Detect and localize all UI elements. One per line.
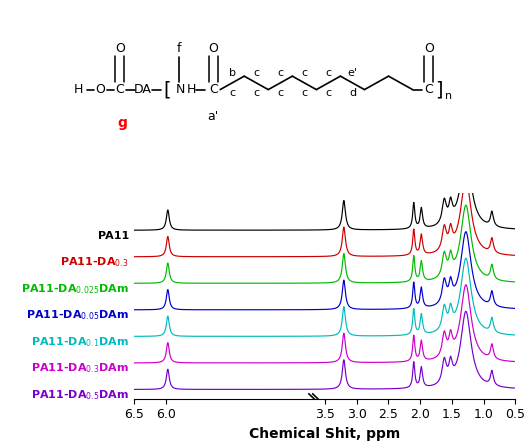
Text: c: c xyxy=(253,88,259,98)
Text: C: C xyxy=(424,83,433,96)
Text: e': e' xyxy=(348,68,358,78)
Text: c: c xyxy=(326,88,331,98)
Text: H: H xyxy=(73,83,83,96)
Text: PA11-DA$_{0.025}$DAm: PA11-DA$_{0.025}$DAm xyxy=(21,282,129,296)
Text: a': a' xyxy=(208,110,219,123)
Text: N: N xyxy=(176,83,186,96)
Text: c: c xyxy=(253,68,259,78)
Text: C: C xyxy=(115,83,124,96)
Text: c: c xyxy=(301,88,307,98)
Text: PA11-DA$_{0.3}$DAm: PA11-DA$_{0.3}$DAm xyxy=(31,362,129,375)
Text: O: O xyxy=(424,42,434,55)
Text: f: f xyxy=(176,42,181,55)
Text: C: C xyxy=(209,83,218,96)
Text: PA11: PA11 xyxy=(98,231,129,241)
Text: b: b xyxy=(229,68,236,78)
Text: O: O xyxy=(115,42,125,55)
Text: H: H xyxy=(186,83,196,96)
Text: c: c xyxy=(301,68,307,78)
Text: d: d xyxy=(349,88,356,98)
Text: n: n xyxy=(444,91,452,101)
Text: PA11-DA$_{0.3}$: PA11-DA$_{0.3}$ xyxy=(60,255,129,269)
Text: PA11-DA$_{0.1}$DAm: PA11-DA$_{0.1}$DAm xyxy=(31,335,129,349)
Text: O: O xyxy=(208,42,218,55)
X-axis label: Chemical Shit, ppm: Chemical Shit, ppm xyxy=(249,427,400,441)
Text: PA11-DA$_{0.5}$DAm: PA11-DA$_{0.5}$DAm xyxy=(31,388,129,402)
Text: O: O xyxy=(95,83,105,96)
Text: g: g xyxy=(117,116,127,130)
Text: PA11-DA$_{0.05}$DAm: PA11-DA$_{0.05}$DAm xyxy=(26,309,129,322)
Text: DA: DA xyxy=(134,83,152,96)
Text: ]: ] xyxy=(435,80,443,99)
Text: c: c xyxy=(326,68,331,78)
Text: c: c xyxy=(229,88,235,98)
Text: c: c xyxy=(277,68,284,78)
Text: [: [ xyxy=(163,80,170,99)
Text: c: c xyxy=(277,88,284,98)
